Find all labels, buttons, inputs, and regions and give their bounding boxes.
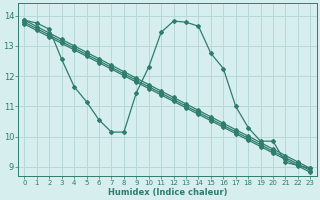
X-axis label: Humidex (Indice chaleur): Humidex (Indice chaleur) [108,188,227,197]
